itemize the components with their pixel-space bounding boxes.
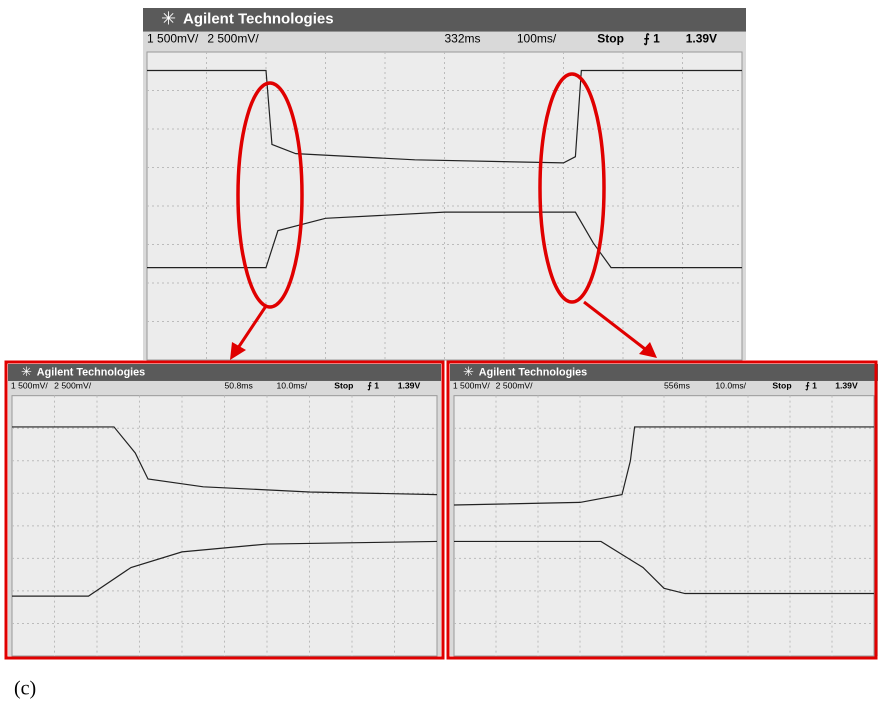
header-item: 1.39V <box>398 381 421 391</box>
header-item: ⨍ 1 <box>643 31 660 45</box>
figure: (c) ✳ Agilent Technologies 1 500mV/2 500mV… <box>0 0 878 711</box>
header-item: 556ms <box>664 381 690 391</box>
header-item: 10.0ms/ <box>715 381 746 391</box>
header-item: Stop <box>334 381 353 391</box>
caption: (c) <box>14 678 36 700</box>
header-item: 2 500mV/ <box>496 381 534 391</box>
header-item: 1.39V <box>835 381 858 391</box>
header-item: 1.39V <box>686 31 717 45</box>
header-item: Stop <box>772 381 791 391</box>
brand: Agilent Technologies <box>479 366 587 378</box>
header-item: 1 500mV/ <box>147 31 199 45</box>
scope-screen: ✳ Agilent Technologies 1 500mV/2 500mV/556… <box>450 364 878 656</box>
brand-star: ✳ <box>463 364 474 379</box>
header-item: 50.8ms <box>225 381 253 391</box>
header-item: 10.0ms/ <box>276 381 307 391</box>
header-item: Stop <box>597 31 624 45</box>
header-item: 2 500mV/ <box>54 381 92 391</box>
brand: Agilent Technologies <box>37 366 145 378</box>
header-item: ⨍ 1 <box>805 381 817 392</box>
brand-star: ✳ <box>21 364 32 379</box>
header-item: 332ms <box>445 31 481 45</box>
scope-screen: ✳ Agilent Technologies 1 500mV/2 500mV/332… <box>143 8 746 360</box>
scope-screen: ✳ Agilent Technologies 1 500mV/2 500mV/50.… <box>8 364 441 656</box>
brand: Agilent Technologies <box>183 11 334 28</box>
brand-star: ✳ <box>161 9 176 29</box>
header-item: 100ms/ <box>517 31 557 45</box>
header-item: ⨍ 1 <box>367 381 379 392</box>
header-item: 1 500mV/ <box>11 381 49 391</box>
header-item: 1 500mV/ <box>453 381 491 391</box>
header-item: 2 500mV/ <box>207 31 259 45</box>
